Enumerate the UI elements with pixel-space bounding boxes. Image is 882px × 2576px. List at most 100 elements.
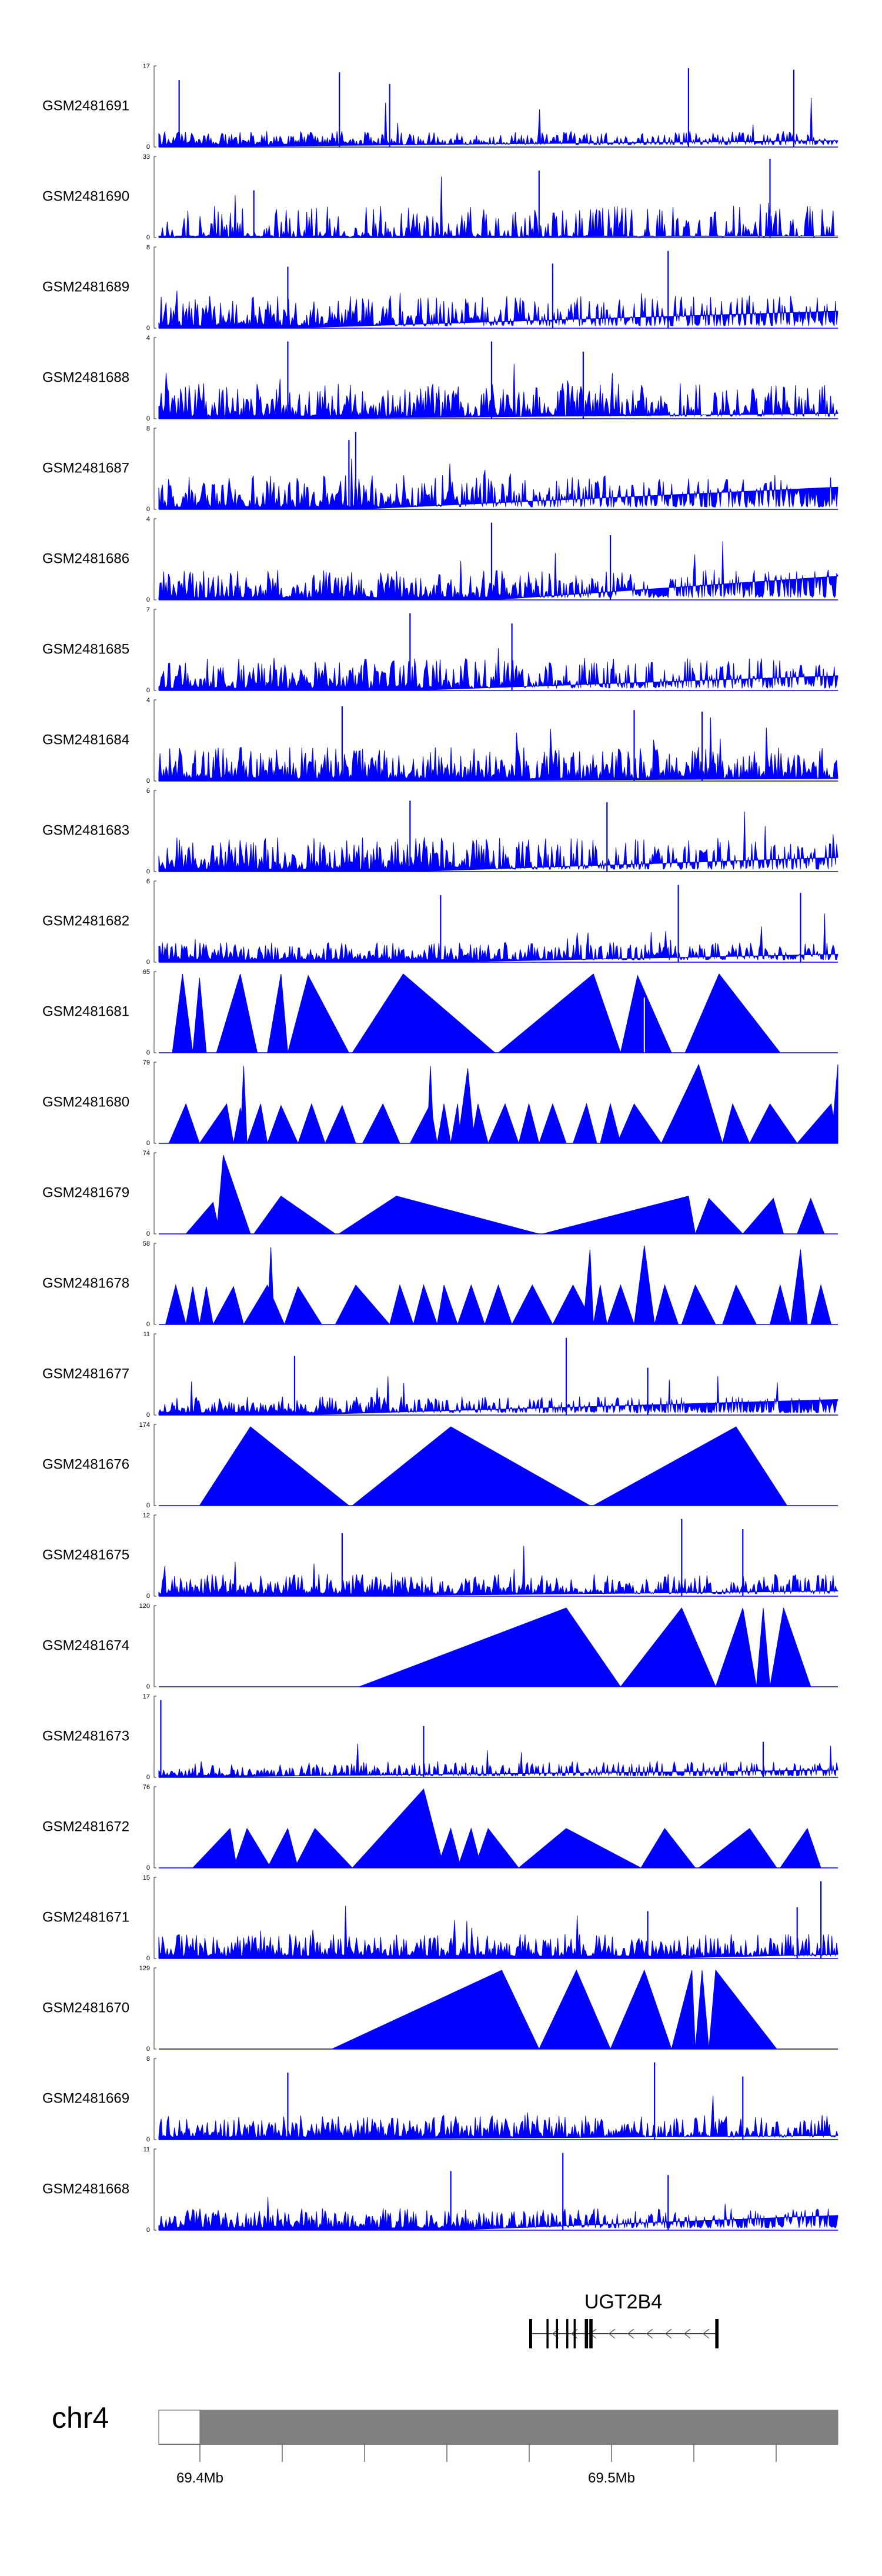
coverage-area <box>158 2197 838 2231</box>
coverage-area <box>158 913 838 963</box>
y-max-label: 8 <box>146 425 150 432</box>
y-min-label: 0 <box>146 2046 150 2053</box>
track-label: GSM2481683 <box>42 822 129 838</box>
coverage-area <box>158 176 838 238</box>
track-label: GSM2481690 <box>42 188 129 204</box>
track-gsm2481678: GSM2481678 58 0 <box>42 1240 838 1328</box>
coverage-area <box>158 648 838 691</box>
gene-exon <box>529 2319 532 2348</box>
track-label: GSM2481673 <box>42 1728 129 1744</box>
track-label: GSM2481687 <box>42 460 129 476</box>
y-min-label: 0 <box>146 596 150 603</box>
track-label: GSM2481684 <box>42 732 129 748</box>
strand-arrow <box>627 2328 634 2339</box>
coverage-area <box>199 1426 788 1506</box>
track-gsm2481670: GSM2481670 129 0 <box>42 1965 838 2053</box>
coverage-area <box>158 541 838 600</box>
gene-track: UGT2B4 <box>529 2291 719 2348</box>
track-label: GSM2481670 <box>42 2000 129 2016</box>
track-label: GSM2481685 <box>42 641 129 657</box>
track-gsm2481668: GSM2481668 11 0 <box>42 2146 838 2234</box>
coverage-area <box>158 717 838 782</box>
strand-arrow <box>702 2328 710 2339</box>
track-label: GSM2481677 <box>42 1366 129 1382</box>
track-gsm2481686: GSM2481686 4 0 <box>42 516 838 603</box>
coverage-area <box>185 1154 825 1234</box>
track-gsm2481671: GSM2481671 15 0 <box>42 1874 838 1962</box>
coverage-area <box>158 1376 838 1416</box>
y-min-label: 0 <box>146 687 150 694</box>
strand-arrow <box>683 2328 691 2339</box>
y-min-label: 0 <box>146 506 150 513</box>
gene-label: UGT2B4 <box>584 2291 662 2313</box>
coverage-area <box>332 1969 778 2050</box>
y-min-label: 0 <box>146 1321 150 1328</box>
y-min-label: 0 <box>146 325 150 332</box>
track-gsm2481684: GSM2481684 4 0 <box>42 697 838 785</box>
y-max-label: 8 <box>146 2056 150 2063</box>
track-gsm2481688: GSM2481688 4 0 <box>42 335 838 422</box>
coverage-area <box>168 1063 838 1144</box>
gene-exon <box>589 2319 593 2348</box>
y-min-label: 0 <box>146 959 150 966</box>
track-label: GSM2481691 <box>42 98 129 114</box>
track-gsm2481691: GSM2481691 17 0 <box>42 63 838 151</box>
y-max-label: 15 <box>143 1874 150 1881</box>
y-min-label: 0 <box>146 1683 150 1690</box>
coverage-area <box>158 291 838 329</box>
track-gsm2481682: GSM2481682 6 0 <box>42 878 838 966</box>
track-gsm2481683: GSM2481683 6 0 <box>42 788 838 875</box>
y-min-label: 0 <box>146 868 150 875</box>
track-label: GSM2481672 <box>42 1818 129 1834</box>
track-gsm2481677: GSM2481677 11 0 <box>42 1331 838 1419</box>
coverage-area <box>172 973 781 1053</box>
y-max-label: 79 <box>143 1059 150 1066</box>
track-gsm2481679: GSM2481679 74 0 <box>42 1150 838 1237</box>
gene-exon <box>715 2319 719 2348</box>
track-label: GSM2481669 <box>42 2090 129 2106</box>
track-label: GSM2481676 <box>42 1456 129 1472</box>
y-min-label: 0 <box>146 1955 150 1962</box>
genome-axis: 69.4Mb 69.5Mb <box>158 2410 838 2486</box>
y-min-label: 0 <box>146 1593 150 1600</box>
y-min-label: 0 <box>146 2227 150 2234</box>
coverage-area <box>158 1743 838 1778</box>
y-max-label: 6 <box>146 878 150 885</box>
axis-tick-label: 69.5Mb <box>588 2470 635 2486</box>
gene-exon <box>573 2319 576 2348</box>
signal-tracks: GSM2481691170GSM2481690330GSM248168980GS… <box>42 63 838 2234</box>
track-label: GSM2481679 <box>42 1184 129 1200</box>
coverage-area <box>158 363 838 419</box>
track-label: GSM2481686 <box>42 550 129 566</box>
track-gsm2481680: GSM2481680 79 0 <box>42 1059 838 1147</box>
gene-exon <box>546 2319 549 2348</box>
gene-exon <box>556 2319 558 2348</box>
track-gsm2481690: GSM2481690 33 0 <box>42 154 838 241</box>
strand-arrow <box>664 2328 672 2339</box>
y-max-label: 17 <box>143 1693 150 1700</box>
y-min-label: 0 <box>146 144 150 151</box>
coverage-area <box>165 1245 832 1325</box>
y-max-label: 8 <box>146 244 150 251</box>
track-gsm2481689: GSM2481689 8 0 <box>42 244 838 332</box>
track-gsm2481676: GSM2481676 174 0 <box>42 1422 838 1509</box>
track-label: GSM2481671 <box>42 1909 129 1925</box>
chromosome-outline <box>158 2410 201 2445</box>
track-label: GSM2481681 <box>42 1003 129 1019</box>
y-max-label: 120 <box>139 1603 150 1610</box>
y-max-label: 12 <box>143 1512 150 1519</box>
track-label: GSM2481682 <box>42 913 129 929</box>
track-label: GSM2481674 <box>42 1637 129 1653</box>
y-max-label: 7 <box>146 606 150 613</box>
y-min-label: 0 <box>146 1864 150 1871</box>
y-min-label: 0 <box>146 415 150 422</box>
y-min-label: 0 <box>146 1230 150 1237</box>
y-max-label: 129 <box>139 1965 150 1972</box>
track-gsm2481672: GSM2481672 76 0 <box>42 1784 838 1871</box>
y-min-label: 0 <box>146 1774 150 1781</box>
chromosome-label: chr4 <box>52 2401 109 2434</box>
strand-arrow <box>646 2328 653 2339</box>
y-max-label: 11 <box>143 1331 150 1338</box>
y-max-label: 76 <box>143 1784 150 1791</box>
